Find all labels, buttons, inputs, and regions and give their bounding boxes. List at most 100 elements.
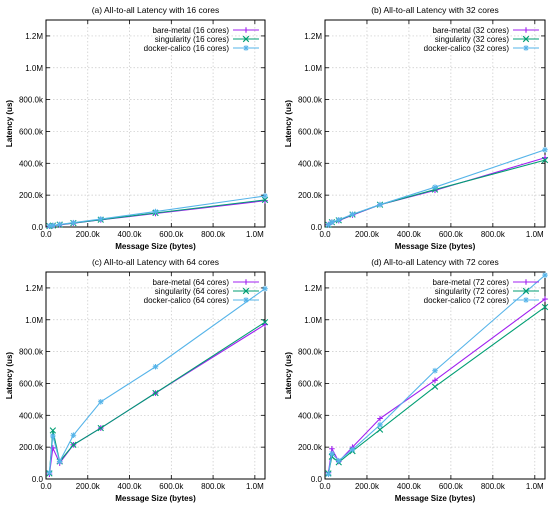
data-point <box>377 422 383 428</box>
series-1 <box>325 156 549 228</box>
y-tick-label: 1.0M <box>304 64 322 73</box>
x-tick-label: 400.0k <box>397 230 422 239</box>
legend-marker <box>242 287 250 295</box>
y-axis-label: Latency (us) <box>284 352 293 399</box>
legend-marker <box>243 27 249 33</box>
plot-frame <box>324 271 546 480</box>
y-tick-label: 200.0k <box>298 443 323 452</box>
series-line <box>49 195 266 227</box>
legend-label: singularity (64 cores) <box>155 287 230 296</box>
legend-label: docker-calico (16 cores) <box>144 44 230 53</box>
legend-marker <box>523 297 529 303</box>
data-point <box>152 363 159 370</box>
legend-marker <box>243 45 249 51</box>
data-point <box>431 383 439 390</box>
y-tick-label: 800.0k <box>19 348 44 357</box>
y-tick-label: 800.0k <box>298 348 323 357</box>
legend-label: docker-calico (64 cores) <box>144 296 230 305</box>
data-point <box>329 450 335 457</box>
data-point <box>335 217 342 223</box>
y-tick-label: 1.0M <box>25 316 43 325</box>
x-axis-label: Message Size (bytes) <box>115 242 196 251</box>
data-point <box>97 424 104 432</box>
data-point <box>70 432 77 439</box>
y-tick-label: 400.0k <box>19 411 44 420</box>
x-tick-label: 800.0k <box>201 230 226 239</box>
y-axis-label: Latency (us) <box>5 100 14 147</box>
legend-label: docker-calico (32 cores) <box>424 44 510 53</box>
data-point <box>46 469 53 476</box>
x-tick-label: 1.0M <box>526 230 544 239</box>
chart-panel-3: 0.0 200.0k 400.0k 600.0k 800.0k 1.0M 0.0 200.0k… <box>284 257 549 503</box>
y-tick-label: 600.0k <box>19 127 44 136</box>
chart-panel-2: 0.0 200.0k 400.0k 600.0k 800.0k 1.0M 0.0 200.0k… <box>5 257 269 503</box>
y-tick-label: 0.0 <box>32 223 44 232</box>
data-point <box>325 222 332 228</box>
data-point <box>432 377 438 384</box>
x-tick-label: 200.0k <box>355 230 380 239</box>
data-point <box>335 457 342 464</box>
x-tick-label: 600.0k <box>159 482 184 491</box>
y-tick-label: 0.0 <box>311 475 323 484</box>
plot-frame <box>45 19 266 228</box>
y-tick-label: 600.0k <box>298 127 323 136</box>
y-tick-label: 1.2M <box>25 284 43 293</box>
y-tick-label: 400.0k <box>298 159 323 168</box>
data-point <box>542 272 548 278</box>
series-0 <box>46 321 268 478</box>
series-2 <box>46 285 268 476</box>
y-axis-label: Latency (us) <box>284 100 293 147</box>
data-point <box>261 318 269 326</box>
x-tick-label: 400.0k <box>118 230 143 239</box>
data-point <box>152 208 159 215</box>
x-tick-label: 0.0 <box>319 482 331 491</box>
y-tick-label: 800.0k <box>19 96 44 105</box>
chart-title: (c) All-to-all Latency with 64 cores <box>92 257 219 267</box>
x-tick-label: 1.0M <box>246 482 264 491</box>
y-axis-label: Latency (us) <box>5 352 14 399</box>
plot-frame <box>324 19 546 228</box>
series-1 <box>46 318 269 477</box>
y-tick-label: 1.0M <box>25 64 43 73</box>
legend-marker <box>522 35 530 43</box>
y-tick-label: 200.0k <box>19 443 44 452</box>
x-tick-label: 1.0M <box>246 230 264 239</box>
data-point <box>349 211 356 218</box>
y-tick-label: 400.0k <box>19 159 44 168</box>
x-tick-label: 800.0k <box>201 482 226 491</box>
chart-panel-1: 0.0 200.0k 400.0k 600.0k 800.0k 1.0M 0.0 200.0k… <box>284 5 549 251</box>
legend-marker <box>243 297 249 303</box>
x-tick-label: 200.0k <box>355 482 380 491</box>
x-tick-label: 0.0 <box>319 230 331 239</box>
data-point <box>329 445 335 452</box>
data-point <box>56 221 63 228</box>
data-point <box>377 201 383 208</box>
legend-label: docker-calico (72 cores) <box>424 296 510 305</box>
data-point <box>50 433 56 439</box>
y-tick-label: 0.0 <box>311 223 323 232</box>
series-2 <box>325 146 548 228</box>
series-line <box>327 306 546 474</box>
data-point <box>432 367 438 374</box>
chart-title: (b) All-to-all Latency with 32 cores <box>371 5 499 15</box>
x-tick-label: 200.0k <box>76 230 101 239</box>
legend-marker <box>523 27 529 33</box>
data-point <box>262 193 268 199</box>
data-point <box>56 458 63 465</box>
series-line <box>328 159 546 226</box>
y-tick-label: 200.0k <box>298 191 323 200</box>
data-point <box>97 216 104 222</box>
y-tick-label: 1.0M <box>304 316 322 325</box>
y-tick-label: 600.0k <box>19 379 44 388</box>
data-point <box>49 427 57 434</box>
x-axis-label: Message Size (bytes) <box>395 242 476 251</box>
legend-marker <box>522 287 530 295</box>
chart-panel-0: 0.0 200.0k 400.0k 600.0k 800.0k 1.0M 0.0 200.0k… <box>5 5 269 251</box>
data-point <box>542 296 548 302</box>
legend-label: bare-metal (16 cores) <box>153 26 230 35</box>
x-tick-label: 400.0k <box>118 482 143 491</box>
legend-label: singularity (32 cores) <box>435 35 510 44</box>
x-axis-label: Message Size (bytes) <box>115 494 196 503</box>
y-tick-label: 1.2M <box>304 284 322 293</box>
